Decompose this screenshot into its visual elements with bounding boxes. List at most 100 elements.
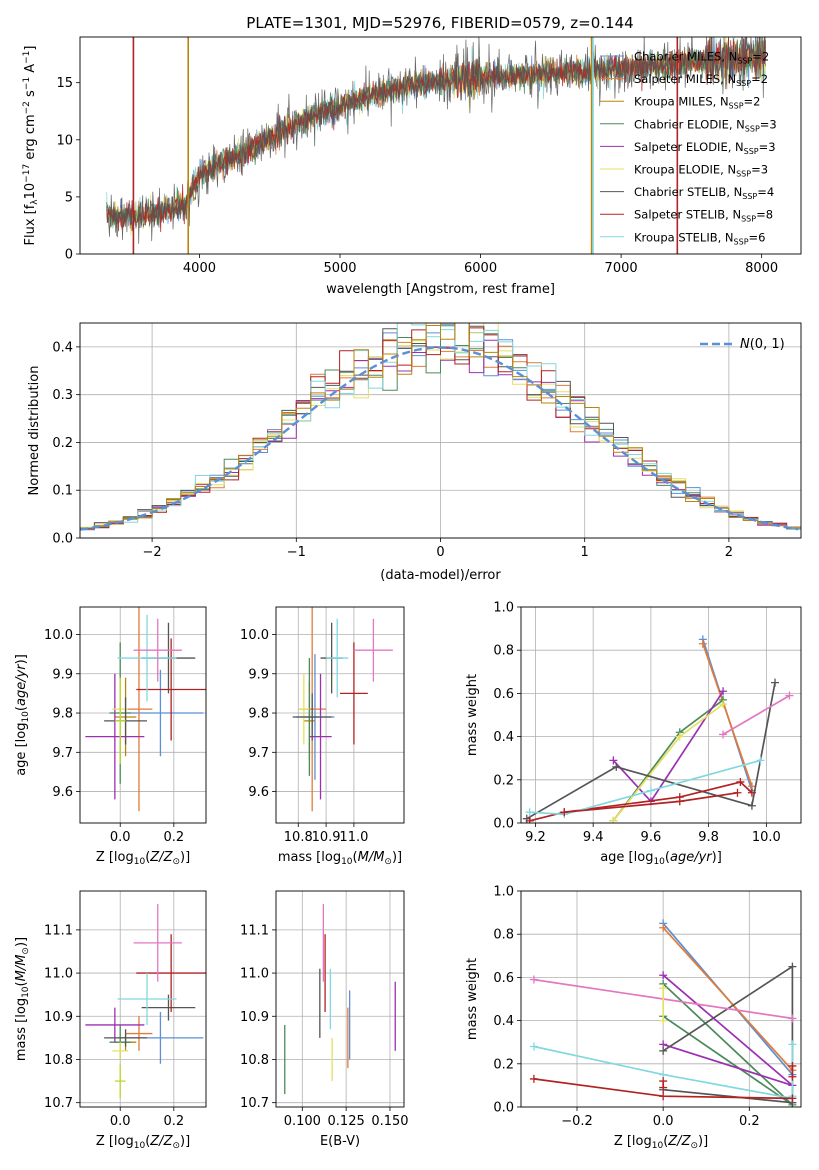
- figure-title: PLATE=1301, MJD=52976, FIBERID=0579, z=0…: [246, 14, 633, 32]
- axes-frame: [520, 606, 802, 824]
- legend-label: Chabrier ELODIE, NSSP=3: [634, 117, 777, 133]
- spectrum-line: [106, 37, 766, 244]
- y-tick-label: 0.8: [493, 928, 514, 943]
- series-line: [529, 759, 761, 816]
- x-tick-label: 6000: [464, 261, 497, 276]
- axes-frame: [520, 890, 802, 1108]
- point-marker: [529, 1074, 538, 1083]
- point-marker: [788, 962, 797, 971]
- y-tick-label: 0.0: [493, 817, 514, 832]
- point-marker: [609, 816, 618, 823]
- y-tick-label: 10.9: [240, 1010, 269, 1025]
- x-tick-label: 0.125: [328, 1114, 365, 1129]
- axes-frame: [79, 36, 802, 255]
- legend-label: Kroupa STELIB, NSSP=6: [634, 230, 765, 246]
- point-marker: [525, 816, 534, 823]
- x-tick-label: 0.2: [163, 1114, 184, 1129]
- plot-area: [106, 37, 766, 254]
- panel-spectrum: 4000 5000 6000 7000 8000 0 5 10 15 wavelength [An…: [22, 36, 802, 297]
- x-axis-label: mass [log10(M/M⊙)]: [278, 850, 402, 867]
- point-marker: [675, 797, 684, 806]
- x-tick-label: 0.0: [653, 1114, 674, 1129]
- point-marker: [659, 923, 668, 932]
- y-tick-label: 10.7: [240, 1096, 269, 1111]
- legend-label: Chabrier STELIB, NSSP=4: [634, 185, 774, 201]
- x-tick-label: 0.0: [110, 830, 131, 845]
- point-marker: [719, 700, 728, 709]
- x-axis-label: Z [log10(Z/Z⊙)]: [96, 850, 190, 867]
- x-tick-label: 9.6: [641, 830, 662, 845]
- y-tick-label: 10.8: [240, 1053, 269, 1068]
- y-tick-label: 9.6: [248, 785, 269, 800]
- point-marker: [788, 1040, 797, 1049]
- y-tick-label: 1.0: [493, 885, 514, 900]
- y-tick-label: 5: [65, 190, 73, 205]
- y-tick-label: 9.6: [52, 785, 73, 800]
- y-tick-label: 10: [56, 133, 73, 148]
- point-marker: [529, 975, 538, 984]
- plot-area: [85, 903, 206, 1099]
- x-tick-label: −1: [287, 545, 306, 560]
- x-tick-label: 4000: [183, 261, 216, 276]
- grid: [521, 606, 801, 824]
- plot-area: [529, 919, 797, 1107]
- x-tick-label: 1: [581, 545, 589, 560]
- y-tick-label: 0.2: [52, 436, 73, 451]
- point-marker: [675, 732, 684, 741]
- y-tick-label: 0.8: [493, 644, 514, 659]
- y-axis-label: mass weight: [465, 674, 480, 756]
- x-tick-label: 10.9: [312, 830, 341, 845]
- y-tick-label: 0.4: [493, 1014, 514, 1029]
- x-tick-label: 8000: [745, 261, 778, 276]
- point-marker: [747, 788, 756, 797]
- x-tick-label: −2: [143, 545, 162, 560]
- x-tick-label: 0.150: [371, 1114, 408, 1129]
- y-tick-label: 0.6: [493, 687, 514, 702]
- legend-label: Salpeter MILES, NSSP=2: [634, 72, 768, 88]
- series-line: [722, 694, 790, 736]
- x-tick-label: 5000: [323, 261, 356, 276]
- y-tick-label: 10.7: [44, 1096, 73, 1111]
- point-marker: [659, 1083, 668, 1092]
- panel-age_vs_Z: 0.0 0.2 9.6 9.7 9.8 9.9 10.0 Z [log10(Z/Z⊙)] age…: [14, 606, 207, 867]
- point-marker: [719, 730, 728, 739]
- point-marker: [785, 691, 794, 700]
- y-tick-label: 11.1: [240, 923, 269, 938]
- point-marker: [612, 762, 621, 771]
- x-axis-label: Z [log10(Z/Z⊙)]: [96, 1134, 190, 1151]
- x-axis-label: wavelength [Angstrom, rest frame]: [326, 282, 555, 297]
- point-marker: [659, 1046, 668, 1055]
- point-marker: [788, 1061, 797, 1070]
- panel-age_vs_mass: 10.810.911.0 9.6 9.7 9.8 9.9 10.0 mass [log10(…: [240, 606, 405, 867]
- y-tick-label: 0.6: [493, 971, 514, 986]
- x-axis-label: (data-model)/error: [380, 568, 501, 583]
- y-tick-label: 9.7: [248, 746, 269, 761]
- y-tick-label: 9.8: [248, 707, 269, 722]
- y-axis-label: mass [log10(M/M⊙)]: [14, 937, 31, 1061]
- x-tick-label: 9.2: [525, 830, 546, 845]
- point-marker: [525, 808, 534, 817]
- point-marker: [788, 1094, 797, 1103]
- y-axis-label: Flux [fλ10−17 erg cm−2 s−1 A−1]: [22, 46, 40, 246]
- x-tick-label: −0.2: [561, 1114, 593, 1129]
- point-marker: [529, 1042, 538, 1051]
- point-marker: [771, 678, 780, 687]
- histogram-step: [80, 323, 801, 529]
- y-tick-label: 0.0: [52, 532, 73, 547]
- y-tick-label: 0: [65, 248, 73, 263]
- x-tick-label: 0.0: [110, 1114, 131, 1129]
- y-tick-label: 11.0: [240, 967, 269, 982]
- point-marker: [659, 971, 668, 980]
- plot-area: [80, 323, 801, 531]
- y-tick-label: 9.9: [52, 667, 73, 682]
- point-marker: [698, 639, 707, 648]
- legend-label: Chabrier MILES, NSSP=2: [634, 50, 769, 66]
- point-marker: [788, 1072, 797, 1081]
- point-marker: [646, 786, 655, 795]
- series-line: [662, 927, 794, 1071]
- point-marker: [788, 1014, 797, 1023]
- point-marker: [560, 808, 569, 817]
- grid: [276, 891, 404, 1107]
- x-tick-label: 0.100: [284, 1114, 321, 1129]
